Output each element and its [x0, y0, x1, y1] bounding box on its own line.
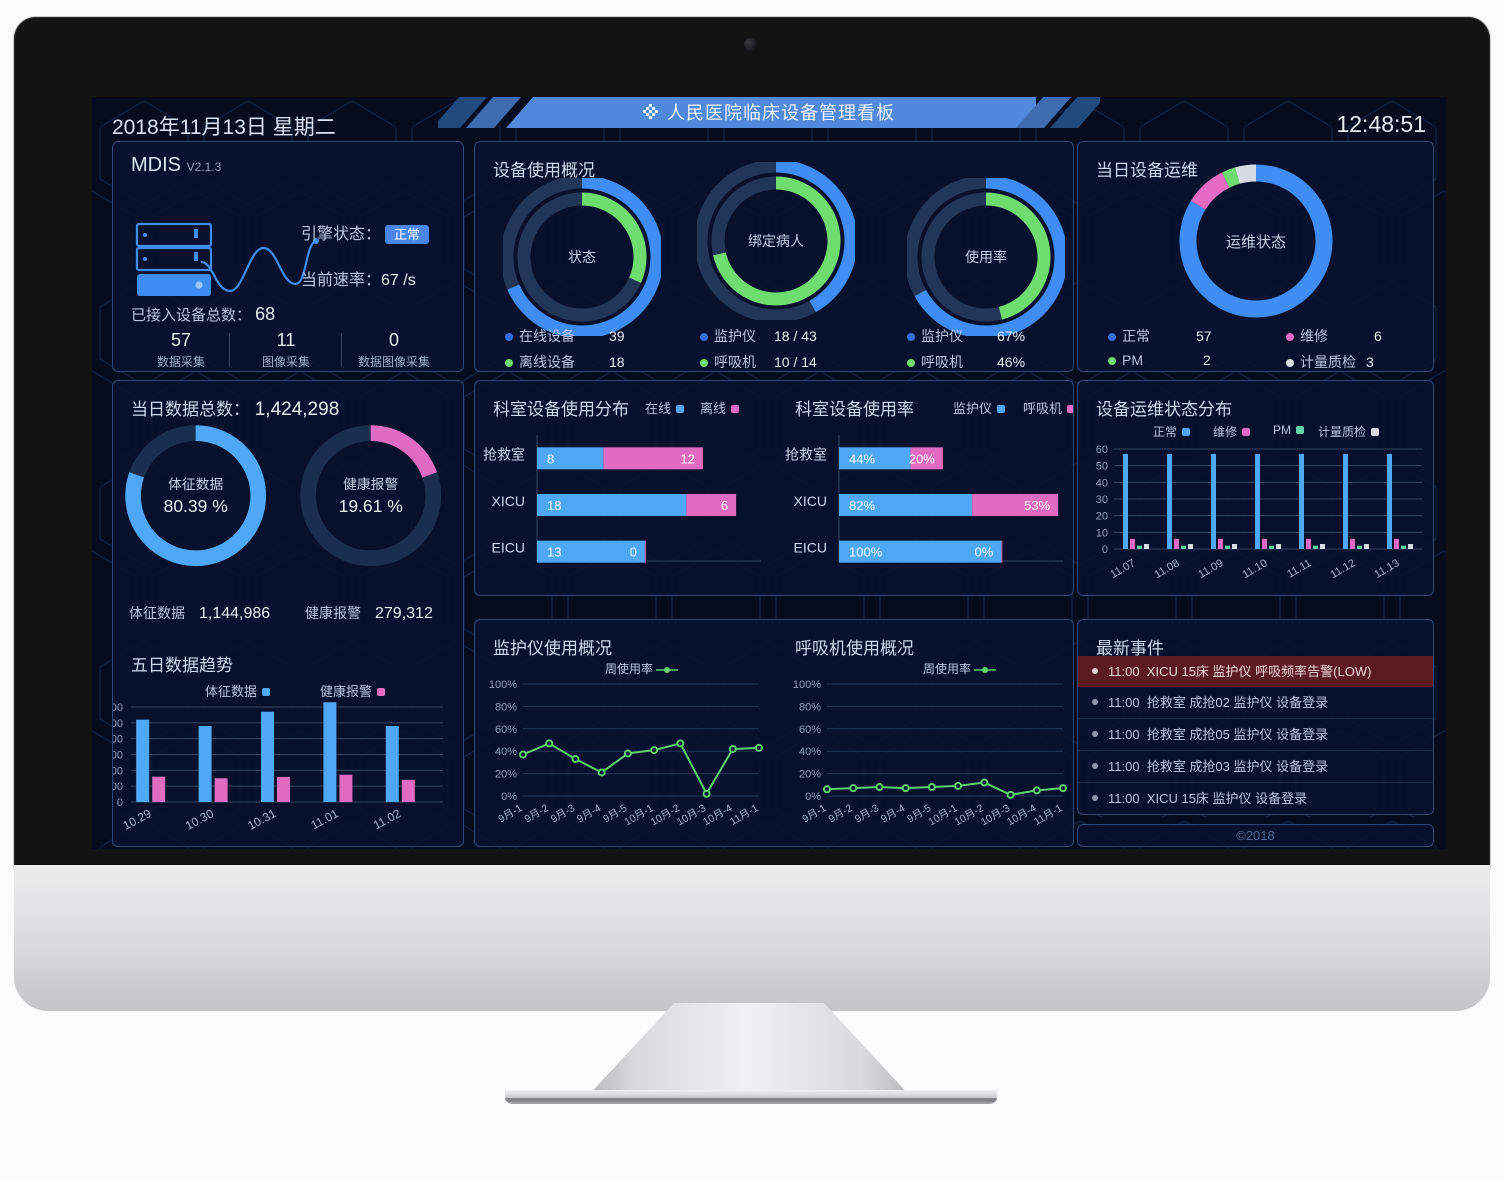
svg-text:200,000: 200,000: [112, 765, 123, 777]
svg-text:60%: 60%: [495, 724, 517, 736]
svg-text:9月-4: 9月-4: [575, 802, 603, 825]
svg-text:100%: 100%: [849, 545, 883, 560]
svg-text:40%: 40%: [495, 746, 517, 758]
svg-text:11.13: 11.13: [1372, 557, 1401, 581]
svg-text:10月-1: 10月-1: [622, 802, 655, 828]
svg-text:EICU: EICU: [492, 540, 525, 556]
svg-text:400,000: 400,000: [112, 734, 123, 746]
svg-text:12: 12: [680, 451, 694, 466]
svg-text:XICU: XICU: [492, 493, 525, 509]
svg-text:10月-3: 10月-3: [979, 802, 1012, 828]
svg-text:抢救室: 抢救室: [785, 446, 827, 462]
svg-text:10.31: 10.31: [245, 806, 278, 833]
svg-text:600,000: 600,000: [112, 702, 123, 714]
svg-text:11.01: 11.01: [309, 806, 342, 832]
svg-text:13: 13: [547, 545, 561, 560]
svg-text:EICU: EICU: [794, 540, 827, 556]
svg-text:500,000: 500,000: [112, 718, 123, 730]
svg-text:10.30: 10.30: [183, 806, 216, 833]
svg-text:11月-1: 11月-1: [728, 802, 761, 828]
svg-text:0: 0: [1102, 544, 1108, 556]
svg-text:6: 6: [721, 498, 728, 513]
svg-text:10月-4: 10月-4: [1005, 802, 1038, 828]
svg-text:20%: 20%: [495, 769, 517, 781]
svg-text:53%: 53%: [1024, 498, 1050, 513]
svg-text:10月-1: 10月-1: [926, 802, 959, 828]
svg-text:11.11: 11.11: [1285, 557, 1313, 580]
svg-text:40: 40: [1096, 477, 1108, 489]
svg-text:10: 10: [1096, 527, 1108, 539]
svg-text:30: 30: [1096, 494, 1108, 506]
svg-text:10月-4: 10月-4: [701, 802, 734, 828]
svg-text:9月-1: 9月-1: [800, 802, 828, 825]
svg-text:100,000: 100,000: [112, 781, 123, 793]
svg-text:10.29: 10.29: [121, 806, 154, 833]
svg-text:8: 8: [547, 451, 554, 466]
svg-text:9月-2: 9月-2: [522, 802, 550, 825]
svg-text:20%: 20%: [799, 769, 821, 781]
svg-text:11.10: 11.10: [1240, 557, 1269, 581]
svg-text:82%: 82%: [849, 498, 875, 513]
svg-text:44%: 44%: [849, 451, 875, 466]
svg-text:80%: 80%: [495, 701, 517, 713]
svg-text:60: 60: [1096, 444, 1108, 456]
svg-text:80%: 80%: [799, 701, 821, 713]
svg-text:0%: 0%: [805, 791, 821, 803]
svg-text:10月-3: 10月-3: [675, 802, 708, 828]
svg-text:100%: 100%: [489, 679, 517, 691]
svg-text:11.12: 11.12: [1328, 557, 1357, 581]
svg-text:20: 20: [1096, 511, 1108, 523]
svg-text:抢救室: 抢救室: [483, 446, 525, 462]
svg-text:40%: 40%: [799, 746, 821, 758]
svg-text:10月-2: 10月-2: [649, 802, 682, 828]
svg-text:0%: 0%: [501, 791, 517, 803]
svg-text:XICU: XICU: [794, 493, 827, 509]
svg-text:50: 50: [1096, 461, 1108, 473]
svg-text:11.09: 11.09: [1196, 557, 1225, 581]
svg-text:9月-4: 9月-4: [879, 802, 907, 825]
svg-text:0: 0: [117, 797, 123, 809]
svg-text:300,000: 300,000: [112, 750, 123, 762]
svg-text:11.02: 11.02: [371, 806, 404, 832]
svg-text:9月-1: 9月-1: [496, 802, 524, 825]
svg-text:0: 0: [630, 545, 637, 560]
svg-text:9月-3: 9月-3: [853, 802, 881, 825]
svg-text:9月-3: 9月-3: [549, 802, 577, 825]
svg-text:11月-1: 11月-1: [1032, 802, 1065, 828]
svg-text:9月-2: 9月-2: [826, 802, 854, 825]
svg-text:11.08: 11.08: [1152, 557, 1181, 581]
svg-text:60%: 60%: [799, 724, 821, 736]
svg-text:18: 18: [547, 498, 561, 513]
svg-text:20%: 20%: [909, 451, 935, 466]
svg-text:10月-2: 10月-2: [953, 802, 986, 828]
svg-text:0%: 0%: [975, 545, 994, 560]
svg-text:11.07: 11.07: [1108, 557, 1137, 581]
svg-text:100%: 100%: [793, 679, 821, 691]
